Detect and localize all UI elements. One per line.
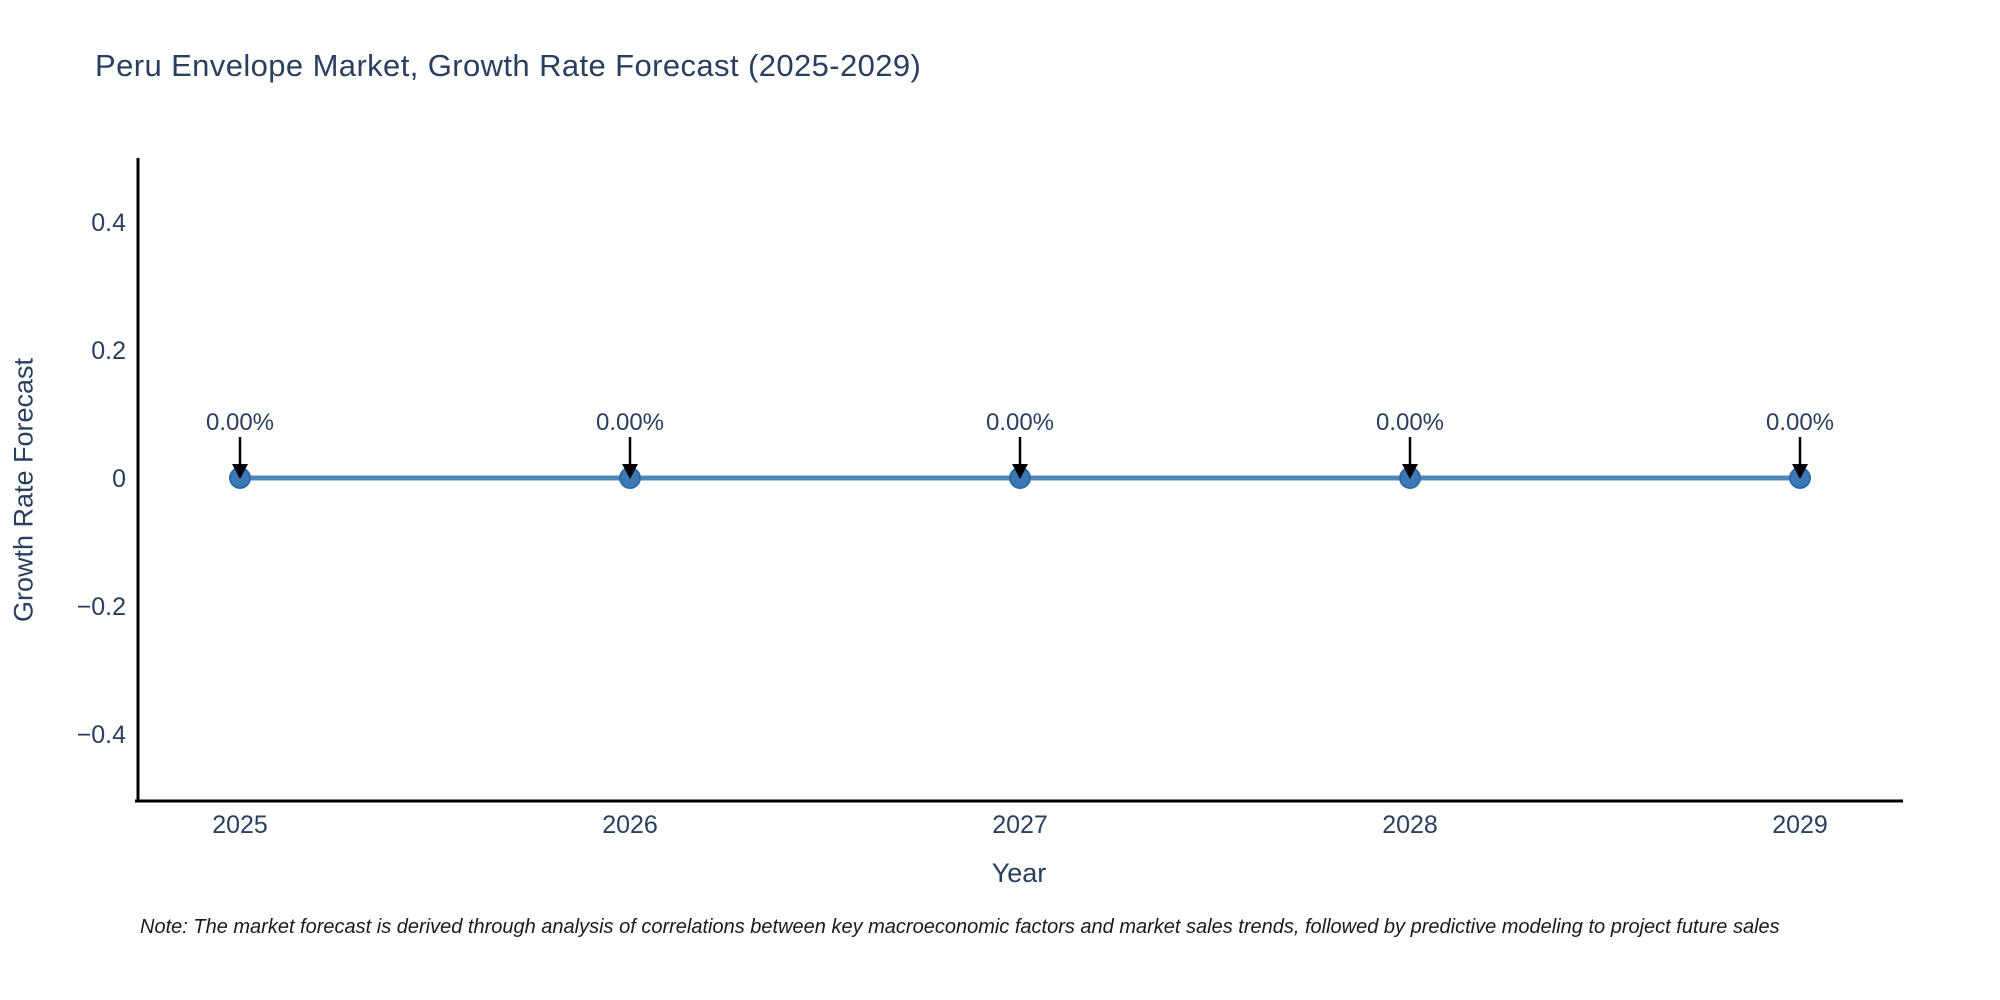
point-annotation-label: 0.00% bbox=[1766, 409, 1834, 436]
x-tick-label: 2025 bbox=[212, 811, 268, 839]
point-annotation-label: 0.00% bbox=[986, 409, 1054, 436]
annotation-arrowhead-icon bbox=[622, 464, 638, 479]
y-tick-label: 0.2 bbox=[91, 337, 126, 365]
point-annotation-label: 0.00% bbox=[206, 409, 274, 436]
point-annotation-label: 0.00% bbox=[1376, 409, 1444, 436]
y-tick-label: −0.2 bbox=[77, 593, 126, 621]
y-tick-label: 0 bbox=[112, 465, 126, 493]
x-tick-label: 2026 bbox=[602, 811, 658, 839]
y-tick-label: 0.4 bbox=[91, 209, 126, 237]
y-tick-label: −0.4 bbox=[77, 721, 126, 749]
x-tick-label: 2028 bbox=[1382, 811, 1438, 839]
annotation-arrowhead-icon bbox=[1012, 464, 1028, 479]
footnote: Note: The market forecast is derived thr… bbox=[140, 916, 1780, 938]
annotation-arrowhead-icon bbox=[1792, 464, 1808, 479]
annotation-arrowhead-icon bbox=[232, 464, 248, 479]
x-tick-label: 2029 bbox=[1772, 811, 1828, 839]
point-annotation-label: 0.00% bbox=[596, 409, 664, 436]
chart-title: Peru Envelope Market, Growth Rate Foreca… bbox=[95, 48, 922, 83]
x-axis-title: Year bbox=[991, 858, 1047, 888]
annotation-arrowhead-icon bbox=[1402, 464, 1418, 479]
x-tick-label: 2027 bbox=[992, 811, 1048, 839]
